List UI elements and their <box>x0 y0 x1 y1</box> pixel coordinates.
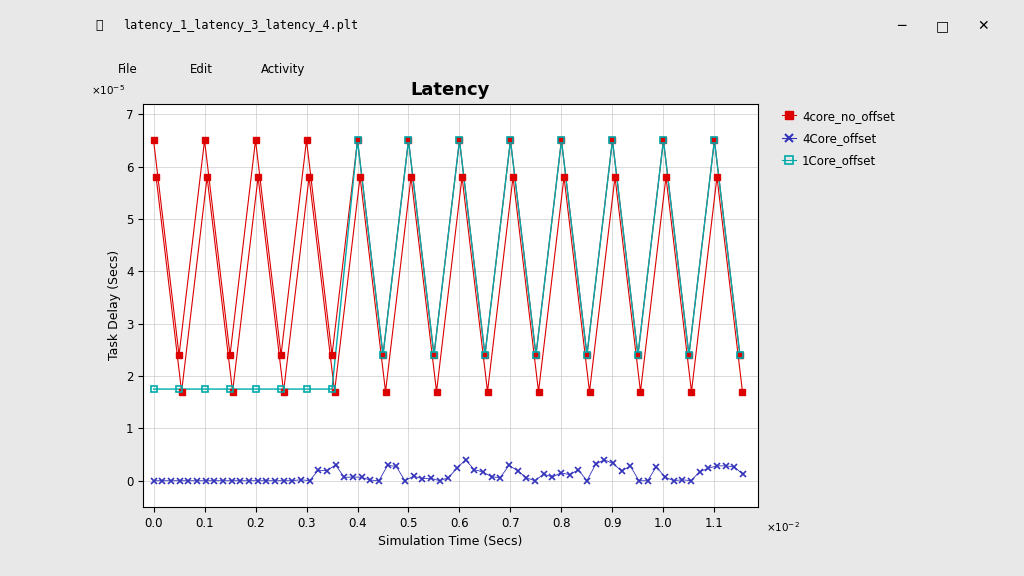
Text: 🖼: 🖼 <box>95 20 102 32</box>
Text: File: File <box>118 63 137 75</box>
Text: ✕: ✕ <box>977 19 989 33</box>
Text: ─: ─ <box>897 19 905 33</box>
Text: $\times10^{-2}$: $\times10^{-2}$ <box>766 520 800 534</box>
Title: Latency: Latency <box>411 81 490 99</box>
Text: Activity: Activity <box>261 63 305 75</box>
X-axis label: Simulation Time (Secs): Simulation Time (Secs) <box>379 535 522 548</box>
Text: $\times10^{-5}$: $\times10^{-5}$ <box>90 84 125 97</box>
Y-axis label: Task Delay (Secs): Task Delay (Secs) <box>108 250 121 361</box>
Text: □: □ <box>936 19 948 33</box>
Text: latency_1_latency_3_latency_4.plt: latency_1_latency_3_latency_4.plt <box>123 20 358 32</box>
Text: Edit: Edit <box>189 63 212 75</box>
Legend: 4core_no_offset, 4Core_offset, 1Core_offset: 4core_no_offset, 4Core_offset, 1Core_off… <box>782 109 895 168</box>
